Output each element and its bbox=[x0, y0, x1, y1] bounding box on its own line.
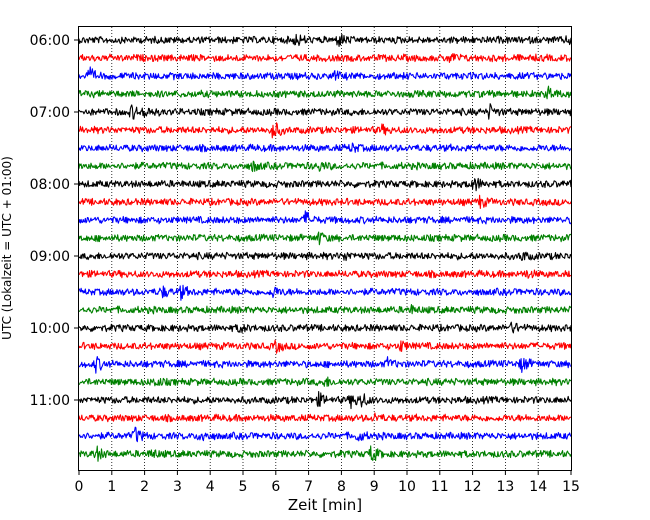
x-tick-label: 6 bbox=[271, 479, 280, 495]
y-axis: 06:00 07:00 08:00 09:00 10:00 11:00 bbox=[30, 33, 79, 409]
y-tick-label: 06:00 bbox=[30, 33, 70, 49]
x-tick-label: 3 bbox=[173, 479, 182, 495]
x-tick-label: 1 bbox=[107, 479, 116, 495]
trace-line bbox=[78, 356, 572, 374]
trace-line bbox=[78, 66, 572, 81]
trace-line bbox=[78, 142, 572, 153]
x-tick-label: 5 bbox=[239, 479, 248, 495]
x-tick-label: 4 bbox=[206, 479, 215, 495]
x-tick-label: 13 bbox=[496, 479, 514, 495]
trace-line bbox=[78, 231, 572, 246]
x-tick-label: 11 bbox=[431, 479, 449, 495]
trace-line bbox=[78, 210, 572, 225]
grid-lines bbox=[111, 27, 539, 470]
trace-line bbox=[78, 376, 572, 387]
x-tick-label: 8 bbox=[337, 479, 346, 495]
x-axis-label: Zeit [min] bbox=[288, 496, 362, 514]
trace-line bbox=[78, 33, 572, 48]
x-tick-label: 10 bbox=[398, 479, 416, 495]
trace-line bbox=[78, 304, 572, 315]
trace-line bbox=[78, 85, 572, 100]
y-tick-label: 11:00 bbox=[30, 393, 70, 409]
trace-line bbox=[78, 160, 572, 173]
plot-frame bbox=[78, 26, 572, 471]
seismic-traces bbox=[78, 33, 572, 462]
y-tick-label: 10:00 bbox=[30, 321, 70, 337]
trace-line bbox=[78, 177, 572, 192]
trace-line bbox=[78, 412, 572, 423]
trace-line bbox=[78, 426, 572, 443]
x-tick-label: 14 bbox=[529, 479, 547, 495]
y-axis-label: UTC (Lokalzeit = UTC + 01:00) bbox=[0, 156, 14, 340]
x-tick-label: 9 bbox=[370, 479, 379, 495]
x-tick-label: 15 bbox=[562, 479, 580, 495]
trace-line bbox=[78, 269, 572, 279]
trace-line bbox=[78, 122, 572, 139]
x-tick-label: 12 bbox=[464, 479, 482, 495]
x-tick-label: 2 bbox=[140, 479, 149, 495]
trace-line bbox=[78, 445, 572, 462]
x-tick-label: 7 bbox=[304, 479, 313, 495]
trace-line bbox=[78, 52, 572, 63]
x-tick-label: 0 bbox=[75, 479, 84, 495]
trace-line bbox=[78, 284, 572, 301]
trace-line bbox=[78, 321, 572, 334]
trace-line bbox=[78, 103, 572, 120]
trace-line bbox=[78, 251, 572, 262]
y-tick-label: 07:00 bbox=[30, 105, 70, 121]
y-tick-label: 09:00 bbox=[30, 249, 70, 265]
y-tick-label: 08:00 bbox=[30, 177, 70, 193]
trace-line bbox=[78, 194, 572, 209]
x-axis: 0 1 2 3 4 5 6 7 8 9 10 11 12 13 14 15 bbox=[75, 470, 580, 495]
trace-line bbox=[78, 391, 572, 410]
trace-line bbox=[78, 339, 572, 354]
